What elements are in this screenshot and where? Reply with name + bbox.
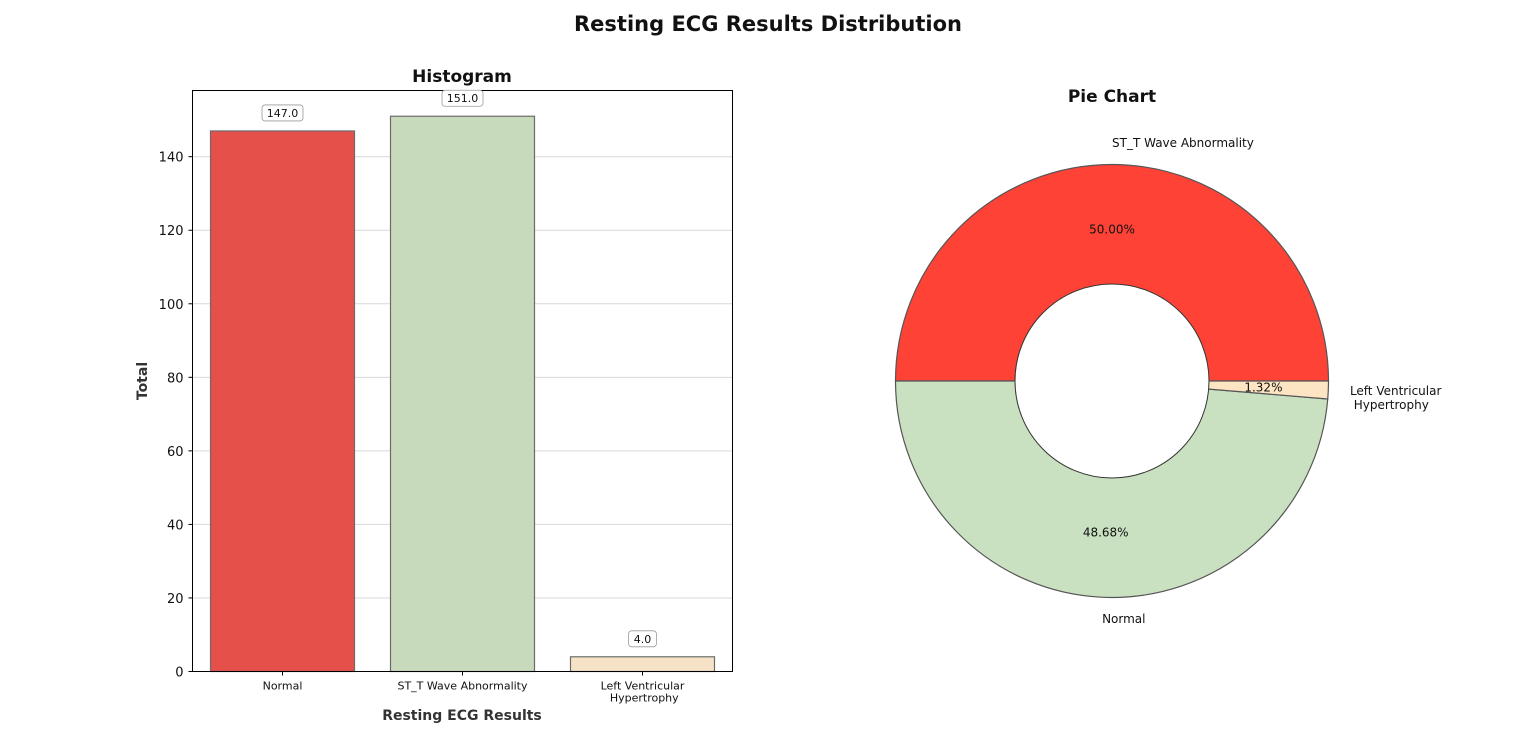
pie-percent-label: 50.00% xyxy=(1089,222,1135,236)
bar-y-tick-label: 60 xyxy=(167,445,184,460)
bar-chart: Histogram 0 20 40 60 80 100 120 140 Normal ST_T … xyxy=(135,67,733,724)
bar xyxy=(209,130,356,673)
bar-y-tick-label: 20 xyxy=(167,592,184,607)
bar-y-tick-label: 40 xyxy=(167,518,184,533)
bar-x-axis-label: Resting ECG Results xyxy=(382,708,542,724)
bar-y-tick-label: 140 xyxy=(159,151,184,166)
bar-value-label-box xyxy=(628,630,657,648)
donut-hole xyxy=(1014,283,1210,479)
pie-slice-label: Normal xyxy=(1102,612,1145,626)
pie-percent-label: 48.68% xyxy=(1083,525,1129,539)
bar-y-tick-label: 0 xyxy=(175,666,183,681)
bar-value-labels: 147.0 151.0 4.0 xyxy=(261,89,657,648)
bar-x-axis: Normal ST_T Wave Abnormality Left Ventricu… xyxy=(263,671,685,705)
bar xyxy=(389,115,536,673)
pie-slices xyxy=(894,163,1330,599)
bar-value-label: 4.0 xyxy=(634,633,652,646)
pie-slice-label: Left Ventricular Hypertrophy xyxy=(1350,384,1442,412)
pie-labels: 50.00% ST_T Wave Abnormality 48.68% Normal 1… xyxy=(1083,136,1442,626)
bar-x-tick-label: Left Ventricular Hypertrophy xyxy=(601,680,685,705)
bar-marks xyxy=(209,115,716,673)
bar-value-label: 147.0 xyxy=(267,107,299,120)
bar-value-label: 151.0 xyxy=(447,92,479,105)
bar-x-tick-label: Normal xyxy=(263,680,303,693)
bar-y-axis-label: Total xyxy=(135,362,151,400)
bar-chart-title: Histogram xyxy=(412,67,512,87)
pie-chart: Pie Chart 50.00% ST_T Wave Abnormality 48.… xyxy=(894,87,1442,626)
pie-percent-label: 1.32% xyxy=(1244,380,1282,394)
bar-y-tick-label: 80 xyxy=(167,371,184,386)
figure-title: Resting ECG Results Distribution xyxy=(574,12,962,36)
bar-value-label-box xyxy=(261,104,304,122)
bar-y-tick-label: 100 xyxy=(159,298,184,313)
bar-x-tick-label: ST_T Wave Abnormality xyxy=(397,680,528,693)
bar-y-tick-label: 120 xyxy=(159,224,184,239)
pie-slice-label: ST_T Wave Abnormality xyxy=(1112,136,1254,150)
bar-value-label-box xyxy=(441,89,484,107)
pie-chart-title: Pie Chart xyxy=(1068,87,1156,107)
bar-y-axis: 0 20 40 60 80 100 120 140 xyxy=(159,151,193,681)
bar xyxy=(569,656,716,673)
pie-slice xyxy=(894,163,1330,382)
pie-slice xyxy=(894,380,1329,599)
